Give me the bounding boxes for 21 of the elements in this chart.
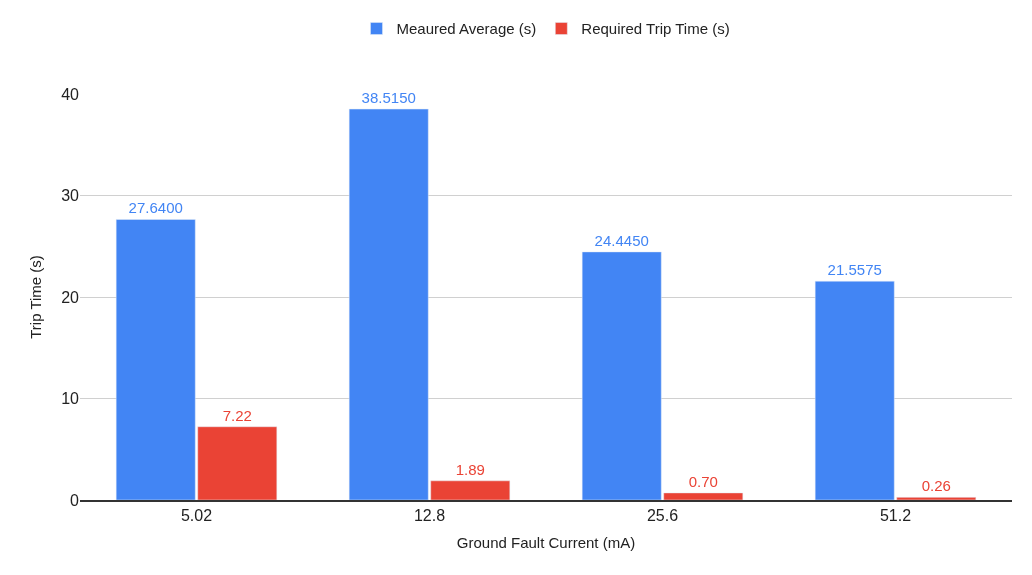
legend-label: Required Trip Time (s) xyxy=(581,20,730,38)
data-label: 0.26 xyxy=(921,477,951,495)
x-tick-label: 25.6 xyxy=(646,506,679,524)
x-tick-label: 12.8 xyxy=(413,506,446,524)
x-tick-label: 5.02 xyxy=(180,506,213,524)
data-label: 38.5150 xyxy=(361,89,416,107)
data-label: 7.22 xyxy=(222,406,252,424)
data-label: 24.4450 xyxy=(594,231,649,249)
legend-label: Meaured Average (s) xyxy=(396,20,537,38)
y-tick-label: 0 xyxy=(70,491,80,509)
x-axis-title: Ground Fault Current (mA) xyxy=(456,534,636,552)
y-tick-label: 10 xyxy=(61,390,80,408)
data-label: 27.6400 xyxy=(128,199,183,217)
data-label: 21.5575 xyxy=(827,261,882,279)
y-tick-label: 40 xyxy=(61,85,80,103)
y-axis-title: Trip Time (s) xyxy=(27,255,45,339)
data-label: 0.70 xyxy=(688,472,718,490)
y-tick-label: 20 xyxy=(61,288,80,306)
y-tick-label: 30 xyxy=(61,187,80,205)
data-label: 1.89 xyxy=(455,460,485,478)
x-tick-label: 51.2 xyxy=(879,506,912,524)
